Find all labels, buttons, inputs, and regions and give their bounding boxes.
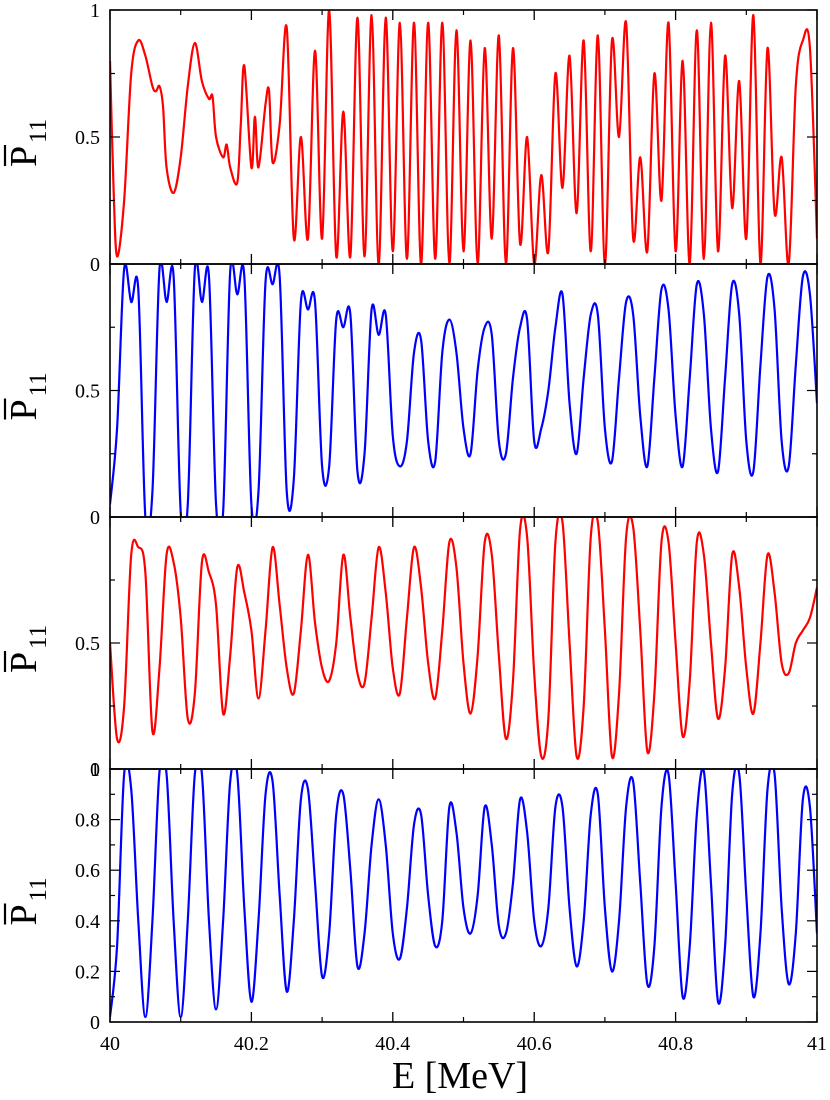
x-tick-label: 40.6	[517, 1033, 552, 1055]
y-tick-label: 0	[90, 507, 100, 529]
series-line	[110, 769, 817, 1019]
panel-2: 0 0.5 P 11	[3, 263, 818, 529]
y-axis-title-main: P	[3, 146, 45, 167]
y-tick-label: 0.6	[75, 860, 100, 882]
y-tick-label: 1	[90, 0, 100, 22]
y-tick-label: 1	[90, 759, 100, 781]
y-tick-label: 0.5	[75, 381, 100, 403]
y-tick-label: 0	[90, 254, 100, 276]
panel-1: 0 0.5 1 P 11	[3, 0, 818, 276]
y-axis-title-main: P	[3, 652, 45, 673]
y-axis-title-subscript: 11	[25, 372, 52, 396]
y-axis-title: P 11	[3, 625, 52, 673]
x-tick-label: 40.2	[234, 1033, 269, 1055]
y-axis-title-subscript: 11	[25, 625, 52, 649]
y-tick-label: 0	[90, 1012, 100, 1034]
y-tick-label: 0.8	[75, 810, 100, 832]
y-axis-title: P 11	[3, 372, 52, 420]
x-tick-label: 41	[807, 1033, 827, 1055]
panel-4: 0 0.2 0.4 0.6 0.8 1 P 11	[3, 759, 818, 1034]
panel-3: 0 0.5 P 11	[3, 516, 818, 781]
panels: 0 0.5 1 P 11 0 0.5 P 11 0 0.5 P 11 0 0.2 0.4 0.6 0.8 1 P 11 4…	[3, 0, 827, 1055]
y-axis-title: P 11	[3, 119, 52, 167]
x-tick-label: 40.8	[658, 1033, 693, 1055]
y-axis-title: P 11	[3, 877, 52, 925]
y-tick-label: 0.5	[75, 633, 100, 655]
y-tick-label: 0.5	[75, 127, 100, 149]
y-axis-title-subscript: 11	[25, 877, 52, 901]
y-axis-title-main: P	[3, 904, 45, 925]
series-line	[110, 264, 817, 517]
x-tick-label: 40	[100, 1033, 120, 1055]
y-tick-label: 0	[90, 759, 100, 781]
y-axis-title-subscript: 11	[25, 119, 52, 143]
series-line	[110, 10, 817, 264]
y-tick-label: 0.4	[75, 911, 100, 933]
x-tick-label: 40.4	[375, 1033, 410, 1055]
series-line	[110, 517, 817, 760]
y-tick-label: 0.2	[75, 961, 100, 983]
x-axis-title: E [MeV]	[392, 1055, 528, 1097]
y-axis-title-main: P	[3, 399, 45, 420]
